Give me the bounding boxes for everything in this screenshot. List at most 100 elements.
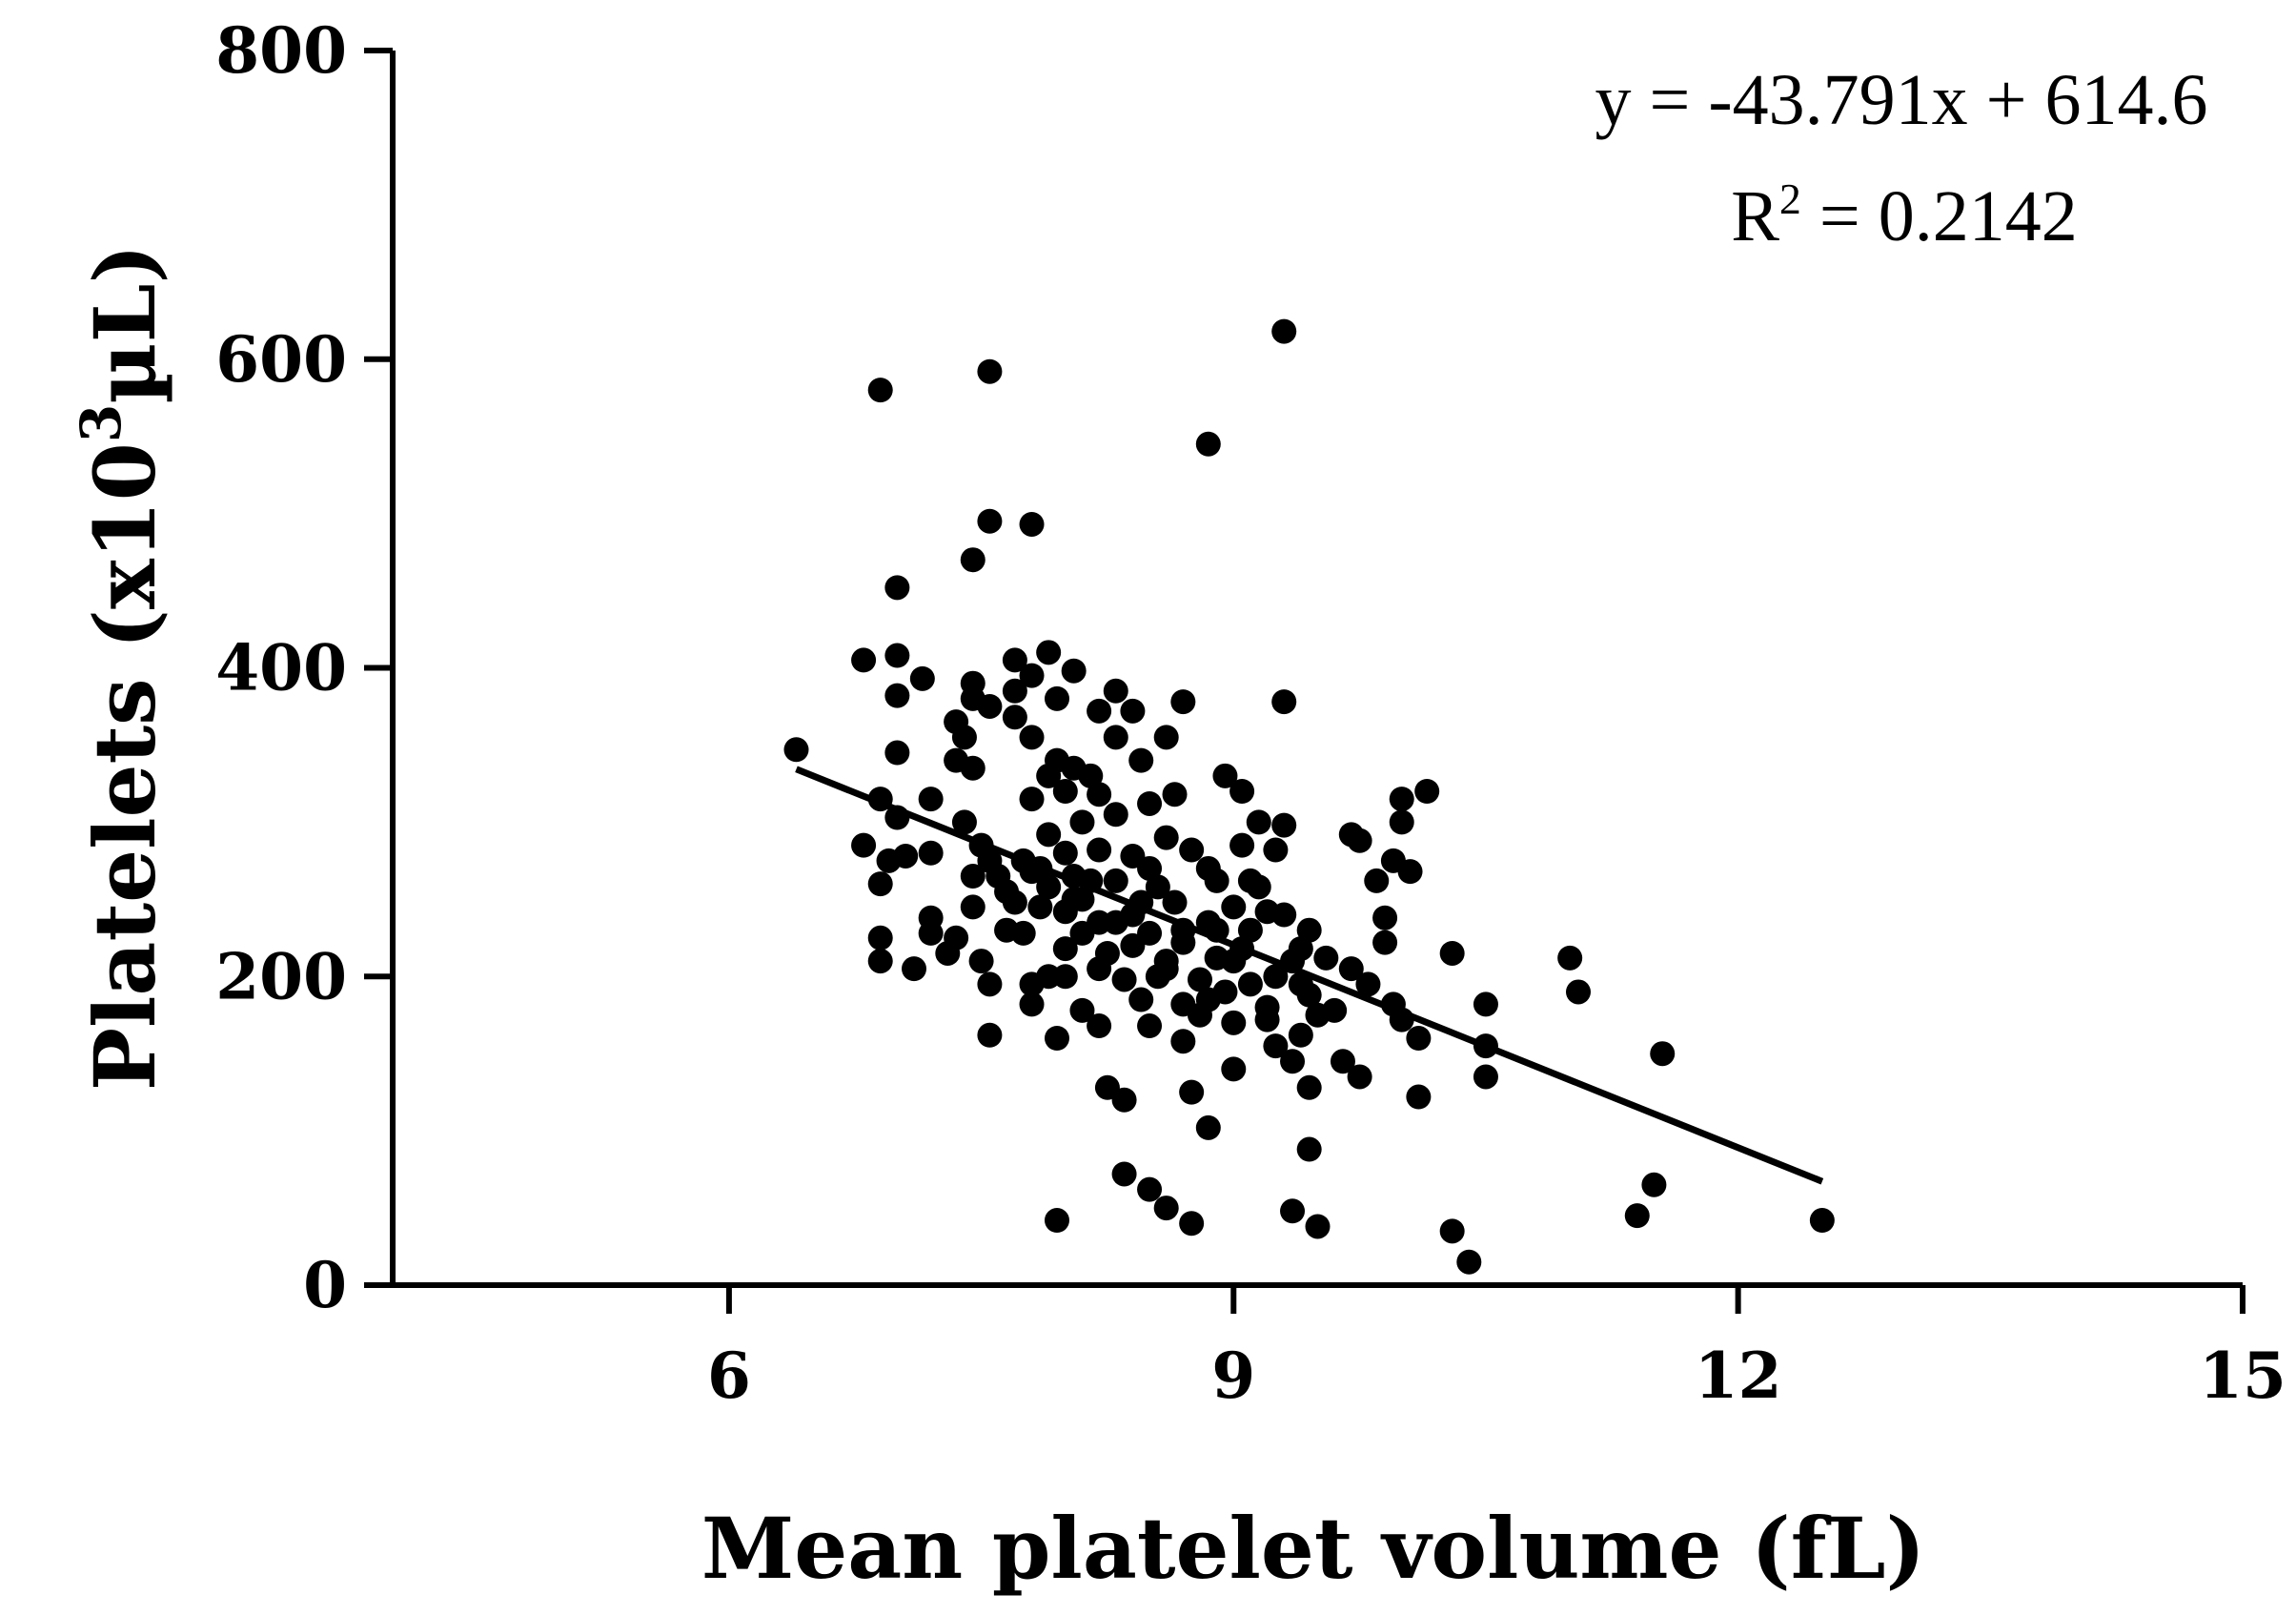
data-point [1162, 889, 1188, 915]
data-point [1087, 782, 1112, 808]
data-point [1019, 511, 1045, 537]
r-squared-prefix: R [1731, 176, 1779, 256]
data-point [1271, 318, 1297, 344]
data-point [1557, 945, 1583, 971]
trendline [795, 766, 1824, 1185]
data-point [1044, 685, 1069, 711]
data-point [960, 894, 985, 920]
x-tick-label: 9 [1211, 1339, 1255, 1413]
data-point [1137, 790, 1163, 816]
data-point [1338, 956, 1364, 982]
data-point [1078, 763, 1104, 788]
data-point [1313, 945, 1339, 971]
data-point [1397, 859, 1423, 885]
data-point [968, 949, 994, 974]
r-squared-superscript: 2 [1779, 174, 1801, 223]
data-point [1019, 991, 1045, 1017]
ticks [364, 48, 2245, 1314]
data-point [1179, 837, 1205, 863]
x-tick-label: 15 [2199, 1339, 2286, 1413]
data-point [1288, 1022, 1313, 1048]
data-points [783, 318, 1835, 1275]
data-point [1271, 689, 1297, 715]
y-tick-label: 800 [215, 13, 347, 88]
data-point [1406, 1084, 1432, 1110]
data-point [1364, 868, 1390, 893]
x-tick-label: 12 [1695, 1339, 1782, 1413]
data-point [1305, 1002, 1331, 1028]
data-point [1254, 994, 1280, 1020]
data-point [1044, 1208, 1069, 1234]
data-point [1087, 1013, 1112, 1039]
data-point [1036, 874, 1062, 900]
data-point [1237, 971, 1263, 997]
data-point [1137, 1013, 1163, 1039]
data-point [1288, 971, 1313, 997]
data-point [1473, 1064, 1498, 1090]
y-axis-title-superscript: 3 [69, 404, 133, 442]
data-point [1153, 956, 1179, 982]
data-point [1221, 894, 1247, 920]
data-point [960, 547, 985, 573]
r-squared-value: = 0.2142 [1801, 176, 2078, 256]
data-point [1566, 979, 1592, 1005]
data-point [1347, 828, 1372, 853]
y-axis-title: Platelets (x103µL) [69, 244, 174, 1091]
data-point [1061, 658, 1087, 684]
data-point [1263, 837, 1289, 863]
data-point [1103, 725, 1128, 750]
data-point [1044, 1026, 1069, 1051]
data-point [902, 956, 927, 982]
x-axis-title: Mean platelet volume (fL) [701, 1499, 1925, 1598]
data-point [1128, 747, 1154, 773]
data-point [1111, 1087, 1137, 1113]
data-point [1128, 987, 1154, 1012]
data-point [1271, 812, 1297, 838]
data-point [1263, 1033, 1289, 1059]
y-axis-title-main: Platelets (x10 [75, 442, 174, 1091]
data-point [1271, 902, 1297, 928]
trendline-group [795, 766, 1824, 1185]
y-axis-title-unit: µL) [75, 244, 174, 404]
data-point [1052, 840, 1078, 866]
data-point [1087, 698, 1112, 724]
data-point [1229, 832, 1255, 858]
y-tick-label: 600 [215, 322, 347, 397]
data-point [867, 949, 893, 974]
data-point [851, 832, 877, 858]
r-squared-label: R2 = 0.2142 [1731, 174, 2078, 256]
data-point [1195, 1114, 1221, 1140]
data-point [977, 1022, 1003, 1048]
data-point [1120, 698, 1146, 724]
data-point [783, 737, 809, 763]
data-point [1019, 787, 1045, 812]
data-point [1389, 809, 1414, 835]
data-point [1137, 855, 1163, 881]
data-point [994, 917, 1020, 943]
data-point [1153, 825, 1179, 850]
data-point [1280, 1198, 1306, 1224]
data-point [1212, 763, 1238, 788]
data-point [1153, 725, 1179, 750]
data-point [1036, 640, 1062, 665]
data-point [1036, 822, 1062, 848]
data-point [1263, 964, 1289, 990]
data-point [977, 358, 1003, 384]
data-point [1641, 1172, 1667, 1197]
data-point [867, 378, 893, 403]
data-point [1002, 647, 1027, 673]
data-point [1145, 874, 1170, 900]
data-point [1111, 1161, 1137, 1187]
data-point [1069, 997, 1095, 1023]
data-point [1221, 949, 1247, 974]
data-point [1195, 431, 1221, 457]
data-point [1002, 889, 1027, 915]
data-point [951, 809, 977, 835]
data-point [1650, 1041, 1676, 1067]
data-point [1052, 779, 1078, 804]
data-point [1019, 725, 1045, 750]
data-point [1389, 787, 1414, 812]
data-point [884, 643, 910, 668]
data-point [884, 740, 910, 766]
